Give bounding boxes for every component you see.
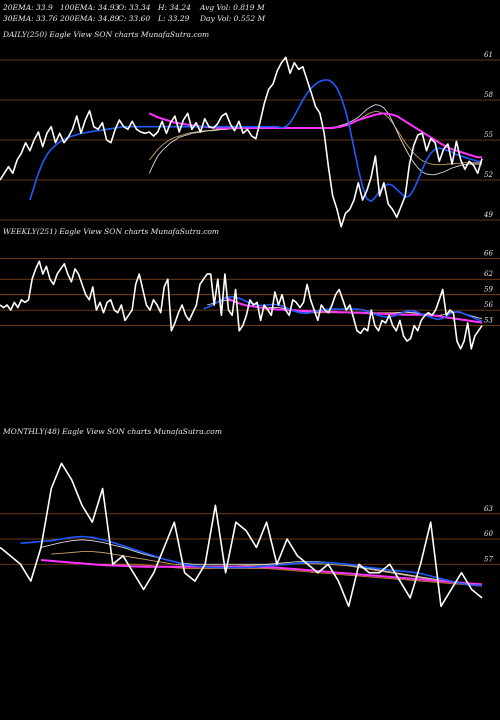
weekly-ytick-label: 59 — [484, 286, 493, 294]
weekly-panel-label: WEEKLY(251) Eagle View SON charts Munafa… — [3, 227, 220, 236]
daily-ytick-label: 55 — [484, 131, 493, 139]
monthly-ema-short-line — [20, 535, 482, 587]
ema200-readout: 200EMA: 34.89 — [60, 14, 120, 23]
weekly-ytick-label: 62 — [484, 270, 493, 278]
daily-ytick-label: 49 — [483, 211, 493, 219]
weekly-ema-long-line — [224, 296, 483, 324]
weekly-panel: 66 62 59 56 53 — [0, 250, 500, 350]
monthly-ytick-label: 63 — [484, 505, 493, 513]
ema100-readout: 100EMA: 34.93 — [60, 3, 120, 12]
ema20-readout: 20EMA: 33.9 — [3, 3, 53, 12]
high-readout: H: 34.24 — [158, 3, 191, 12]
monthly-price-line — [0, 462, 483, 608]
monthly-panel-label: MONTHLY(48) Eagle View SON charts Munafa… — [3, 427, 222, 436]
daily-price-line — [0, 56, 483, 228]
monthly-panel: 63 60 57 — [0, 462, 500, 608]
daily-ema-short-line — [29, 79, 482, 203]
ema30-readout: 30EMA: 33.76 — [3, 14, 58, 23]
avg-volume-readout: Avg Vol: 0.819 M — [200, 3, 265, 12]
daily-ytick-label: 58 — [484, 91, 493, 99]
weekly-ytick-label: 66 — [484, 250, 493, 258]
open-readout: O: 33.34 — [118, 3, 151, 12]
weekly-ytick-label: 53 — [484, 317, 493, 325]
monthly-ema-mid_a-line — [40, 539, 483, 585]
daily-ema-long-line — [148, 112, 482, 159]
monthly-ytick-label: 60 — [484, 530, 493, 538]
daily-ytick-label: 61 — [484, 51, 493, 59]
daily-ytick-label: 52 — [484, 171, 493, 179]
daily-panel-label: DAILY(250) Eagle View SON charts MunafaS… — [3, 30, 210, 39]
weekly-price-line — [0, 260, 483, 350]
daily-panel: 61 58 55 52 49 — [0, 51, 500, 228]
weekly-ytick-label: 56 — [484, 301, 493, 309]
day-volume-readout: Day Vol: 0.552 M — [200, 14, 266, 23]
monthly-ytick-label: 57 — [484, 555, 493, 563]
low-readout: L: 33.29 — [158, 14, 190, 23]
close-readout: C: 33.60 — [118, 14, 151, 23]
